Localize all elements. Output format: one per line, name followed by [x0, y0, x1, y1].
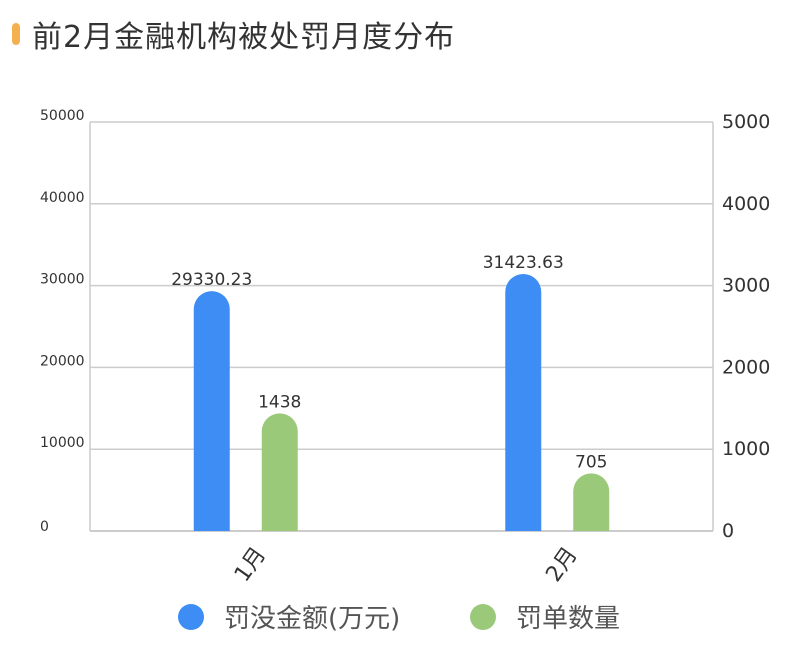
data-label: 705 [575, 452, 607, 472]
right-axis-tick-label: 2000 [722, 356, 770, 378]
title-bar: 前2月金融机构被处罚月度分布 [12, 14, 456, 55]
left-axis-tick-label: 50000 [40, 108, 85, 124]
right-axis-tick-label: 0 [722, 520, 734, 542]
data-label: 31423.63 [483, 253, 564, 273]
bar-amount [193, 291, 230, 531]
left-axis-tick-label: 0 [40, 519, 49, 535]
right-axis-tick-label: 1000 [722, 438, 770, 460]
data-label: 1438 [258, 392, 301, 412]
legend-item-amount[interactable]: 罚没金额(万元) [178, 598, 400, 635]
bar-amount [505, 273, 542, 531]
left-axis-tick-label: 40000 [40, 190, 85, 206]
x-axis-tick-label: 2月 [541, 543, 582, 587]
data-label: 29330.23 [171, 270, 252, 290]
legend-label: 罚单数量 [516, 604, 621, 634]
right-axis-tick-label: 4000 [722, 193, 770, 215]
x-axis-tick-label: 1月 [230, 543, 271, 587]
legend-dot-green-icon [470, 603, 496, 630]
left-axis-tick-label: 10000 [40, 435, 85, 451]
left-axis-tick-label: 20000 [40, 353, 85, 369]
title-accent-mark [12, 23, 20, 45]
right-axis-tick-label: 3000 [722, 275, 770, 297]
bar-count [261, 413, 298, 531]
bar-count [573, 473, 610, 531]
left-axis-tick-label: 30000 [40, 272, 85, 288]
legend-dot-blue-icon [178, 603, 204, 630]
page-title: 前2月金融机构被处罚月度分布 [32, 20, 456, 55]
legend-label: 罚没金额(万元) [224, 604, 401, 634]
right-axis-tick-label: 5000 [722, 111, 770, 133]
legend-item-count[interactable]: 罚单数量 [470, 598, 620, 635]
